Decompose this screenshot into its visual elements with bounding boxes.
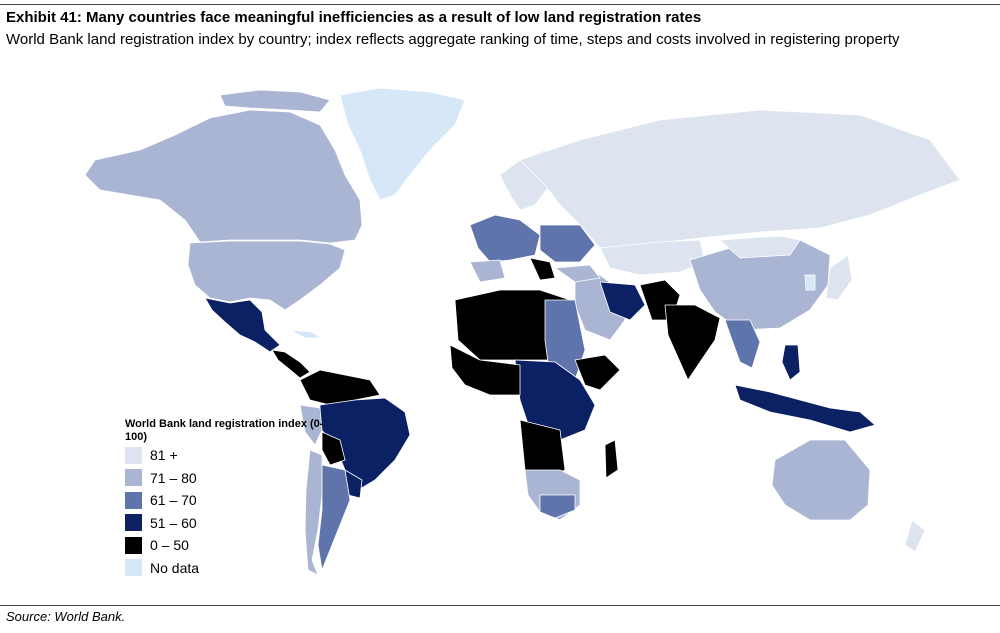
region-turkey [554, 264, 601, 283]
region-japan [825, 254, 853, 301]
region-bolivia [321, 431, 346, 466]
legend-label: 81 + [150, 447, 178, 464]
legend-label: No data [150, 559, 200, 576]
source-note: Source: World Bank. [6, 609, 126, 624]
region-peru [299, 404, 323, 446]
legend-label: 51 – 60 [150, 514, 197, 531]
legend-swatch [125, 446, 142, 464]
legend-swatch [125, 514, 142, 532]
map-legend: World Bank land registration index (0-10… [125, 418, 325, 579]
world-map [84, 87, 961, 576]
region-iberia [469, 259, 506, 283]
region-iran [599, 281, 646, 321]
region-west-africa [449, 344, 521, 396]
legend-item: 71 – 80 [125, 467, 325, 490]
region-korea [804, 274, 816, 291]
region-balkans [529, 257, 556, 281]
chart-subtitle: World Bank land registration index by co… [6, 31, 900, 48]
region-canada [84, 109, 363, 244]
bottom-rule [0, 605, 1000, 606]
region-indonesia [734, 384, 876, 433]
legend-label: 61 – 70 [150, 492, 197, 509]
region-north-south-america [299, 369, 381, 406]
region-greenland [339, 87, 466, 201]
region-south-africa [539, 494, 576, 519]
region-western-europe [469, 214, 541, 263]
legend-label: 0 – 50 [150, 537, 189, 554]
region-india [664, 304, 721, 381]
region-philippines [781, 344, 801, 381]
legend-swatch [125, 491, 142, 509]
region-mexico [204, 297, 281, 353]
region-russia [519, 109, 961, 249]
legend-item: 51 – 60 [125, 512, 325, 535]
region-australia [771, 439, 871, 521]
legend-label: 71 – 80 [150, 469, 197, 486]
region-new-zealand [904, 519, 926, 553]
region-argentina [317, 464, 351, 571]
legend-swatch [125, 559, 142, 577]
region-mongolia [719, 235, 801, 259]
legend-items: 81 + 71 – 80 61 – 70 51 – 60 0 – 50 No d… [125, 444, 325, 579]
legend-item: 0 – 50 [125, 534, 325, 557]
legend-swatch [125, 469, 142, 487]
legend-item: No data [125, 557, 325, 580]
region-central-africa [514, 359, 596, 441]
legend-item: 61 – 70 [125, 489, 325, 512]
legend-title: World Bank land registration index (0-10… [125, 418, 324, 443]
legend-swatch [125, 536, 142, 554]
chart-title: Exhibit 41: Many countries face meaningf… [6, 9, 702, 26]
legend-item: 81 + [125, 444, 325, 467]
region-caribbean [289, 329, 323, 339]
region-usa [187, 240, 346, 311]
region-central-america [271, 349, 311, 379]
region-se-asia [724, 319, 761, 369]
region-madagascar [604, 439, 619, 479]
region-horn-of-africa [574, 354, 621, 391]
top-rule [0, 4, 1000, 5]
region-arctic-islands [219, 89, 331, 113]
